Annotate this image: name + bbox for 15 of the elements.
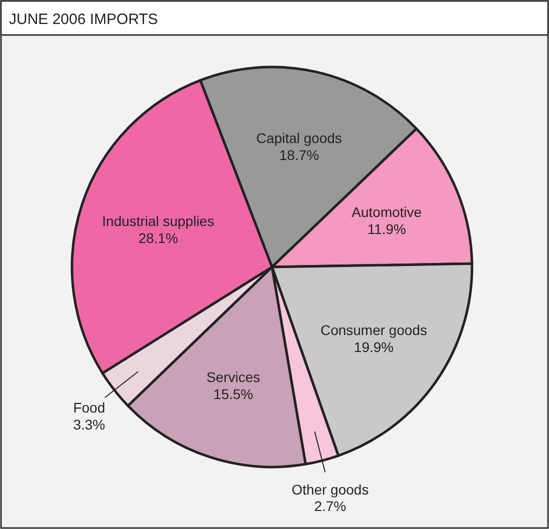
slice-label: Services: [206, 368, 260, 385]
data-label: 2.7%: [314, 498, 346, 514]
slice-label: Other goods: [292, 481, 369, 498]
data-label: 15.5%: [213, 386, 254, 402]
data-label: 28.1%: [138, 230, 178, 246]
data-label: 11.9%: [367, 220, 406, 237]
slice-label: Automotive: [352, 204, 422, 220]
slice-label: Capital goods: [256, 130, 342, 146]
data-label: 3.3%: [73, 416, 106, 432]
slice-label: Food: [73, 400, 106, 416]
slice-label: Consumer goods: [320, 322, 428, 338]
chart-title: JUNE 2006 IMPORTS: [9, 11, 158, 28]
data-label: 18.7%: [279, 147, 319, 163]
data-label: 19.9%: [354, 338, 394, 355]
slice-label: Industrial supplies: [102, 213, 214, 230]
